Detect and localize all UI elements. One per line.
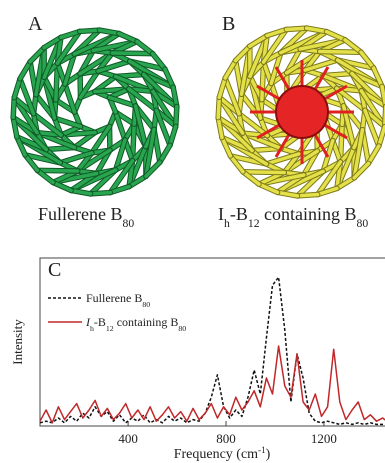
bond xyxy=(91,193,111,194)
text: Frequency (cm xyxy=(174,447,258,462)
text: containing B xyxy=(114,315,179,329)
bond xyxy=(225,61,235,78)
bond xyxy=(80,30,100,31)
text: -B xyxy=(230,204,248,224)
cage-b xyxy=(218,28,385,196)
panel-letter: B xyxy=(222,13,235,35)
subscript: 12 xyxy=(106,324,114,333)
subscript: 80 xyxy=(142,300,150,309)
y-axis-label: Intensity xyxy=(10,319,25,365)
text: ) xyxy=(266,447,271,462)
text: Fullerene B xyxy=(38,204,122,224)
bond xyxy=(368,146,378,163)
figure: A B Fullerene B80 Ih-B12 containing B80 … xyxy=(0,0,385,463)
bond xyxy=(20,62,30,79)
subscript: 80 xyxy=(122,217,134,230)
bond xyxy=(243,172,284,173)
core xyxy=(276,86,328,138)
bond xyxy=(160,145,170,162)
bond xyxy=(297,195,317,196)
superscript: -1 xyxy=(258,445,266,455)
panel-letter: A xyxy=(28,13,43,35)
legend-label: Ih-B12 containing B80 xyxy=(85,315,186,333)
bond xyxy=(218,97,219,117)
caption: Fullerene B80 xyxy=(38,204,134,230)
x-axis-label: Frequency (cm-1) xyxy=(174,445,271,462)
bond xyxy=(320,52,361,53)
subscript: 12 xyxy=(248,217,260,230)
text: containing B xyxy=(260,204,357,224)
subscript: 80 xyxy=(357,217,369,230)
subscript: 80 xyxy=(178,324,186,333)
bond xyxy=(286,28,306,29)
legend-label: Fullerene B80 xyxy=(86,291,150,309)
bond xyxy=(37,170,77,171)
bond xyxy=(13,98,14,118)
bond xyxy=(176,107,177,127)
plot-frame xyxy=(40,258,385,426)
text: -B xyxy=(94,315,106,329)
caption: Ih-B12 containing B80 xyxy=(218,204,368,230)
text: Fullerene B xyxy=(86,291,142,305)
x-tick-label: 1200 xyxy=(311,431,337,446)
cage-a xyxy=(13,30,177,194)
panel-letter: C xyxy=(48,259,61,281)
series-line xyxy=(40,346,385,423)
x-tick-label: 400 xyxy=(118,431,138,446)
bond xyxy=(112,53,152,54)
x-tick-label: 800 xyxy=(216,431,236,446)
